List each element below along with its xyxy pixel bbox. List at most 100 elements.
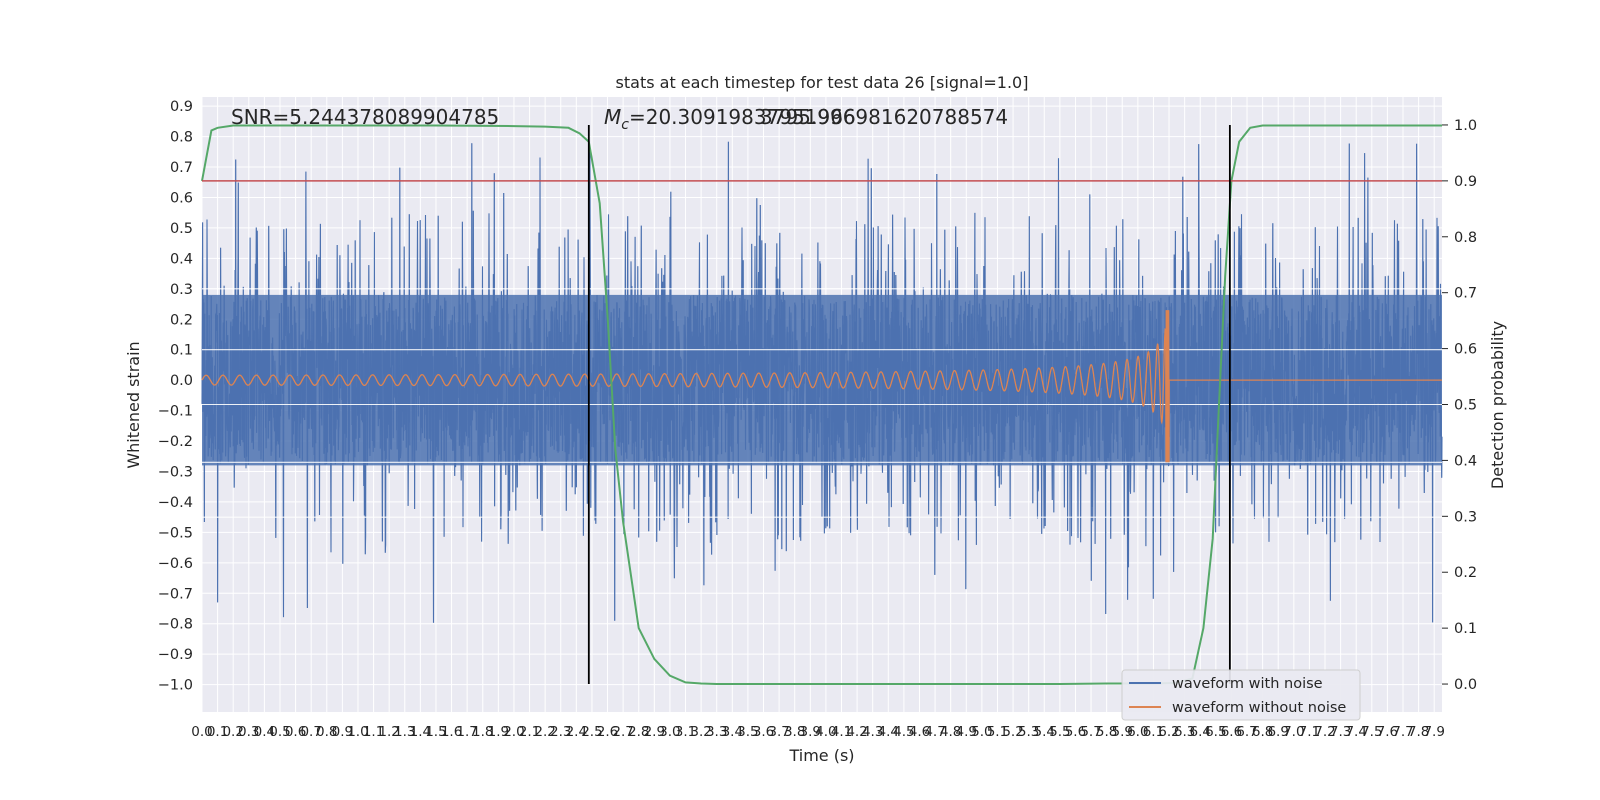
x-tick-label: 5.3: [1018, 724, 1039, 740]
x-tick-label: 5.6: [1065, 724, 1086, 740]
series-detection-probability: [201, 124, 1442, 685]
x-tick-label: 4.4: [878, 724, 899, 740]
x-tick-label: 6.2: [1158, 724, 1179, 740]
x-tick-label: 6.4: [1189, 724, 1210, 740]
x-tick-label: 1.5: [425, 724, 446, 740]
x-tick-label: 3.3: [706, 724, 727, 740]
x-tick-label: 5.2: [1002, 724, 1023, 740]
x-tick-label: 7.4: [1345, 724, 1366, 740]
x-tick-label: 6.0: [1127, 724, 1148, 740]
y-tick-label-right: 1.0: [1454, 118, 1477, 134]
x-tick-label: 1.9: [488, 724, 509, 740]
chart-title: stats at each timestep for test data 26 …: [616, 73, 1029, 92]
x-tick-label: 1.6: [441, 724, 462, 740]
x-tick-label: 7.2: [1314, 724, 1335, 740]
x-tick-label: 2.3: [550, 724, 571, 740]
x-tick-label: 6.8: [1252, 724, 1273, 740]
x-tick-label: 0.3: [238, 724, 259, 740]
y-tick-label-right: 0.1: [1454, 621, 1477, 637]
x-tick-label: 0.8: [316, 724, 337, 740]
x-tick-label: 3.1: [675, 724, 696, 740]
x-tick-label: 5.4: [1034, 724, 1055, 740]
x-tick-label: 5.7: [1080, 724, 1101, 740]
x-tick-label: 6.7: [1236, 724, 1257, 740]
y-tick-label-left: 0.1: [170, 343, 193, 359]
y-tick-label-left: −0.7: [158, 586, 193, 602]
x-tick-label: 7.9: [1423, 724, 1444, 740]
x-tick-label: 3.5: [737, 724, 758, 740]
y-tick-label-left: 0.9: [170, 99, 193, 115]
x-tick-label: 3.7: [768, 724, 789, 740]
x-tick-label: 2.4: [566, 724, 587, 740]
y-tick-label-left: 0.8: [170, 130, 193, 146]
x-tick-label: 0.5: [269, 724, 290, 740]
x-tick-label: 1.1: [363, 724, 384, 740]
y-tick-label-right: 0.8: [1454, 230, 1477, 246]
x-tick-label: 4.1: [831, 724, 852, 740]
x-tick-label: 7.6: [1377, 724, 1398, 740]
y-tick-label-right: 0.9: [1454, 174, 1477, 190]
legend: waveform with noise waveform without noi…: [1121, 669, 1361, 721]
x-tick-label: 3.6: [753, 724, 774, 740]
x-tick-label: 2.6: [597, 724, 618, 740]
x-tick-label: 7.0: [1283, 724, 1304, 740]
y-tick-label-right: 0.5: [1454, 398, 1477, 414]
overlapping-annotation: 3795.996981620788574: [760, 105, 1008, 129]
y-axis-label-left: Whitened strain: [124, 341, 143, 468]
x-tick-label: 7.8: [1408, 724, 1429, 740]
x-tick-label: 4.3: [862, 724, 883, 740]
legend-box: [1121, 669, 1361, 721]
y-tick-label-right: 0.3: [1454, 509, 1477, 525]
x-tick-label: 1.8: [472, 724, 493, 740]
y-tick-label-left: 0.6: [170, 190, 193, 206]
chirp-mass-annotation: Mc=20.30919837951966: [604, 105, 856, 133]
snr-annotation: SNR=5.244378089904785: [231, 105, 499, 129]
y-tick-label-left: 0.0: [170, 373, 193, 389]
x-tick-label: 4.8: [940, 724, 961, 740]
probability-trace: [201, 124, 1442, 685]
x-tick-label: 1.7: [456, 724, 477, 740]
right-y-tick-labels: 1.0 0.9 0.8 0.7 0.6 0.5 0.4 0.3 0.2 0.1 0.0: [1442, 118, 1477, 693]
x-tick-label: 2.8: [628, 724, 649, 740]
y-tick-label-right: 0.7: [1454, 286, 1477, 302]
x-tick-label: 5.5: [1049, 724, 1070, 740]
x-tick-label: 5.0: [971, 724, 992, 740]
x-tick-label: 7.5: [1361, 724, 1382, 740]
x-tick-label: 0.7: [300, 724, 321, 740]
y-tick-label-left: −0.2: [158, 434, 193, 450]
x-tick-label: 3.2: [690, 724, 711, 740]
x-tick-label: 0.0: [191, 724, 212, 740]
x-tick-label: 0.4: [254, 724, 275, 740]
chirp-trace: [201, 310, 1442, 463]
event-markers: [587, 124, 1231, 685]
x-tick-label: 0.2: [222, 724, 243, 740]
y-tick-label-left: −1.0: [158, 678, 193, 694]
x-tick-label: 6.5: [1205, 724, 1226, 740]
y-tick-label-left: 0.7: [170, 160, 193, 176]
y-tick-label-left: 0.2: [170, 312, 193, 328]
x-tick-label: 1.3: [394, 724, 415, 740]
chirp-mass-symbol: M: [604, 105, 621, 129]
x-tick-label: 1.0: [347, 724, 368, 740]
x-tick-label: 2.1: [519, 724, 540, 740]
chirp-mass-subscript: c: [621, 117, 629, 133]
legend-label-noise: waveform with noise: [1172, 676, 1323, 692]
y-tick-label-right: 0.0: [1454, 677, 1477, 693]
x-tick-label: 4.0: [815, 724, 836, 740]
x-tick-label: 3.0: [659, 724, 680, 740]
x-tick-label: 6.1: [1143, 724, 1164, 740]
x-tick-label: 2.7: [612, 724, 633, 740]
x-tick-label: 2.2: [534, 724, 555, 740]
x-tick-label: 4.5: [893, 724, 914, 740]
x-tick-label: 5.9: [1112, 724, 1133, 740]
x-tick-label: 6.9: [1267, 724, 1288, 740]
x-tick-label: 6.6: [1221, 724, 1242, 740]
x-tick-label: 2.5: [581, 724, 602, 740]
y-tick-label-left: −0.3: [158, 464, 193, 480]
x-tick-label: 4.7: [924, 724, 945, 740]
y-tick-label-left: −0.8: [158, 617, 193, 633]
y-tick-label-left: 0.3: [170, 282, 193, 298]
x-tick-label: 1.4: [410, 724, 431, 740]
x-tick-label: 2.0: [503, 724, 524, 740]
